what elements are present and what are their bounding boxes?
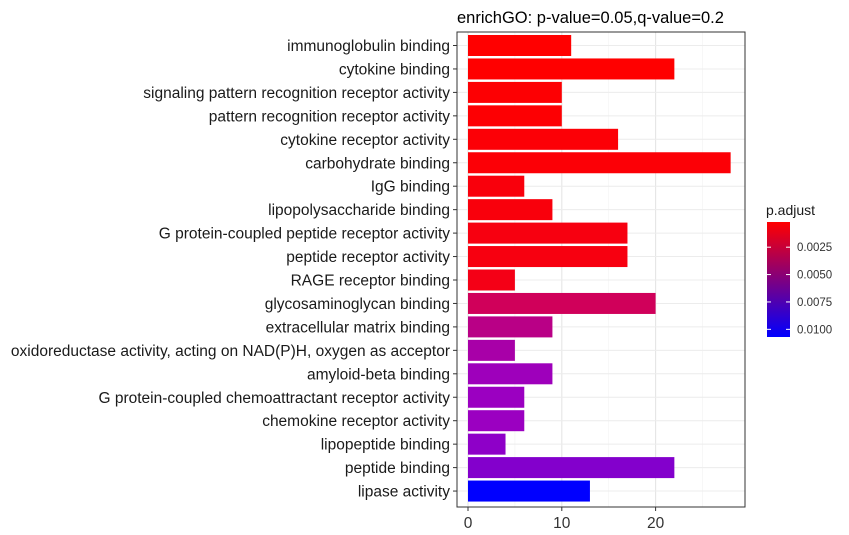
legend-ticks: 0.0025 0.0050 0.0075 0.0100 xyxy=(767,242,832,336)
bar xyxy=(468,410,525,432)
category-label: extracellular matrix binding xyxy=(266,319,450,336)
legend-tick-label: 0.0100 xyxy=(797,324,832,336)
plot-panel-border xyxy=(456,31,746,508)
x-tick-label: 0 xyxy=(464,515,473,532)
category-label: peptide receptor activity xyxy=(286,249,450,266)
category-label: lipopeptide binding xyxy=(321,437,450,454)
bar xyxy=(468,269,515,291)
category-label: lipopolysaccharide binding xyxy=(268,202,450,219)
color-legend: p.adjust 0.0025 0.0050 0.0075 0.0100 xyxy=(766,202,832,337)
bar xyxy=(468,199,553,221)
bar xyxy=(468,58,675,80)
bar xyxy=(468,292,656,314)
bar xyxy=(468,81,562,103)
category-label: immunoglobulin binding xyxy=(287,38,450,55)
legend-tick-label: 0.0050 xyxy=(797,270,832,282)
x-tick-label: 10 xyxy=(553,515,571,532)
bar xyxy=(468,222,628,244)
legend-tick-label: 0.0075 xyxy=(797,297,832,309)
bar xyxy=(468,386,525,408)
legend-title: p.adjust xyxy=(766,202,815,218)
category-label: chemokine receptor activity xyxy=(262,413,450,430)
bar xyxy=(468,316,553,338)
category-label: carbohydrate binding xyxy=(305,155,450,172)
category-label: IgG binding xyxy=(371,179,450,196)
category-label: pattern recognition receptor activity xyxy=(209,108,450,125)
bar xyxy=(468,480,590,502)
category-label: signaling pattern recognition receptor a… xyxy=(143,85,450,102)
bar xyxy=(468,128,619,150)
value-axis: 0 10 20 xyxy=(464,507,665,532)
category-label: peptide binding xyxy=(345,460,450,477)
category-label: RAGE receptor binding xyxy=(291,273,450,290)
bar xyxy=(468,175,525,197)
bars xyxy=(468,35,731,502)
legend-tick-label: 0.0025 xyxy=(797,242,832,254)
bar xyxy=(468,457,675,479)
bar xyxy=(468,339,515,361)
category-label: lipase activity xyxy=(358,484,450,501)
x-tick-label: 20 xyxy=(647,515,665,532)
bar xyxy=(468,363,553,385)
bar xyxy=(468,152,731,174)
category-axis: immunoglobulin binding cytokine binding si… xyxy=(11,38,457,501)
bar xyxy=(468,35,572,56)
category-label: G protein-coupled chemoattractant recept… xyxy=(98,390,450,407)
category-label: glycosaminoglycan binding xyxy=(265,296,450,313)
category-label: oxidoreductase activity, acting on NAD(P… xyxy=(11,343,450,360)
bar xyxy=(468,433,506,455)
chart-title: enrichGO: p-value=0.05,q-value=0.2 xyxy=(457,9,724,27)
bar xyxy=(468,246,628,268)
category-label: cytokine receptor activity xyxy=(280,132,450,149)
legend-colorbar xyxy=(767,222,790,337)
bar xyxy=(468,105,562,127)
category-label: G protein-coupled peptide receptor activ… xyxy=(159,226,450,243)
category-label: cytokine binding xyxy=(339,61,450,78)
category-label: amyloid-beta binding xyxy=(307,366,450,383)
